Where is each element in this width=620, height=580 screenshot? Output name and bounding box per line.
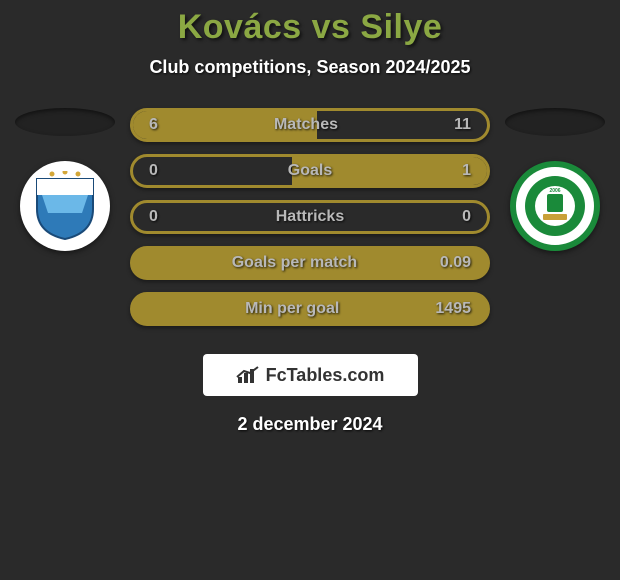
stat-right-value: 1: [462, 162, 471, 180]
stat-label: Goals per match: [232, 254, 357, 272]
stat-row-min-per-goal: Min per goal 1495: [130, 292, 490, 326]
crest-icon: 2006: [525, 176, 585, 236]
stat-right-value: 0.09: [440, 254, 471, 272]
stat-row-matches: 6 Matches 11: [130, 108, 490, 142]
page-title: Kovács vs Silye: [0, 8, 620, 47]
team-right-column: 2006: [500, 108, 610, 251]
subtitle: Club competitions, Season 2024/2025: [0, 57, 620, 78]
stats-column: 6 Matches 11 0 Goals 1 0 Hattricks 0 Goa…: [130, 108, 490, 326]
stat-label: Matches: [274, 116, 338, 134]
stat-row-goals-per-match: Goals per match 0.09: [130, 246, 490, 280]
footer-brand: FcTables.com: [203, 354, 418, 396]
player-oval-right: [505, 108, 605, 136]
stat-right-value: 1495: [435, 300, 471, 318]
stat-left-value: 0: [149, 208, 158, 226]
team-badge-left: [20, 161, 110, 251]
circle-icon: 2006: [533, 184, 577, 228]
chart-icon: [236, 365, 260, 385]
date-text: 2 december 2024: [0, 414, 620, 435]
svg-text:2006: 2006: [549, 188, 560, 194]
stat-row-hattricks: 0 Hattricks 0: [130, 200, 490, 234]
shield-icon: [32, 171, 98, 241]
comparison-infographic: Kovács vs Silye Club competitions, Seaso…: [0, 0, 620, 435]
team-badge-right: 2006: [510, 161, 600, 251]
footer-brand-text: FcTables.com: [266, 365, 385, 386]
player-oval-left: [15, 108, 115, 136]
stat-right-value: 11: [454, 116, 471, 134]
stat-label: Hattricks: [276, 208, 344, 226]
stat-label: Goals: [288, 162, 332, 180]
stat-left-value: 6: [149, 116, 158, 134]
comparison-area: 6 Matches 11 0 Goals 1 0 Hattricks 0 Goa…: [0, 108, 620, 326]
stat-right-value: 0: [462, 208, 471, 226]
stat-row-goals: 0 Goals 1: [130, 154, 490, 188]
stat-left-value: 0: [149, 162, 158, 180]
stat-label: Min per goal: [245, 300, 339, 318]
team-left-column: [10, 108, 120, 251]
